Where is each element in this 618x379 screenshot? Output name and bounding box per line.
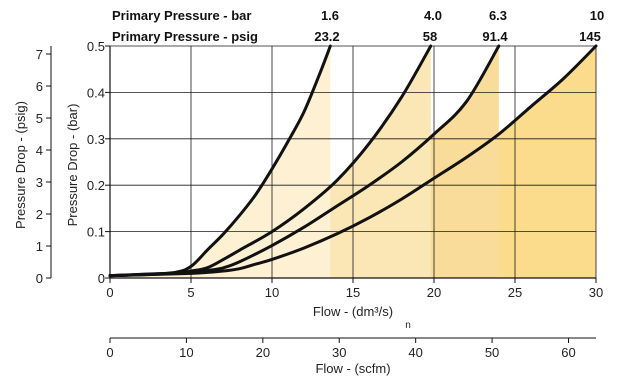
y-axis-psig-label: Pressure Drop - (psig) — [13, 101, 28, 229]
pressure-curves — [108, 44, 598, 278]
x-scfm-tick-label: 60 — [561, 345, 575, 360]
x-flow-tick-label: 5 — [187, 285, 194, 300]
curve-6-3-bar — [108, 44, 501, 278]
y-bar-tick-label: 0.4 — [87, 85, 105, 100]
x-flow-tick-label: 0 — [106, 285, 113, 300]
fill-area-1-6 — [110, 46, 331, 278]
header-primary-pressure-psig-label: Primary Pressure - psig — [112, 29, 258, 44]
x-axis-flow-subscript: n — [405, 320, 411, 331]
x-scfm-tick-label: 30 — [332, 345, 346, 360]
y-bar-tick-label: 0.2 — [87, 178, 105, 193]
header-primary-pressure-bar-label: Primary Pressure - bar — [112, 8, 251, 23]
x-axis-scfm-label: Flow - (scfm) — [315, 361, 390, 376]
header-psig-value: 145 — [579, 29, 601, 44]
y-bar-tick-label: 0.3 — [87, 132, 105, 147]
x-flow-tick-label: 20 — [427, 285, 441, 300]
y-psig-tick-label: 5 — [36, 111, 43, 126]
gridlines — [109, 45, 597, 279]
x-scfm-tick-label: 50 — [485, 345, 499, 360]
axes — [46, 45, 597, 343]
x-flow-tick-label: 10 — [265, 285, 279, 300]
x-scfm-tick-label: 0 — [106, 345, 113, 360]
y-axis-bar-label: Pressure Drop - (bar) — [65, 104, 80, 227]
y-bar-tick-label: 0.1 — [87, 225, 105, 240]
fill-areas — [110, 46, 596, 278]
y-psig-tick-label: 2 — [36, 207, 43, 222]
header-psig-value: 91.4 — [482, 29, 508, 44]
header-psig-value: 23.2 — [314, 29, 339, 44]
header-bar-value: 6.3 — [489, 8, 507, 23]
x-flow-tick-label: 25 — [508, 285, 522, 300]
curve-10-bar — [108, 44, 598, 278]
y-psig-tick-label: 0 — [36, 271, 43, 286]
x-scfm-tick-label: 40 — [408, 345, 422, 360]
header-values: 1.6 23.2 4.0 58 6.3 91.4 10 145 — [314, 8, 604, 44]
fill-area-4-0 — [110, 46, 431, 278]
x-flow-tick-label: 15 — [346, 285, 360, 300]
x-scfm-tick-label: 10 — [179, 345, 193, 360]
header-bar-value: 10 — [590, 8, 604, 23]
y-bar-tick-label: 0.5 — [87, 39, 105, 54]
x-axis-flow-label: Flow - (dm³/s) — [313, 304, 393, 319]
y-psig-tick-label: 7 — [36, 47, 43, 62]
header-bar-value: 1.6 — [321, 8, 339, 23]
tick-labels: 0 0.1 0.2 0.3 0.4 0.5 0 1 2 3 4 5 6 7 0 5 10 15 20 25 30 0 10 2… — [36, 39, 603, 360]
header-psig-value: 58 — [423, 29, 437, 44]
y-psig-tick-label: 1 — [36, 239, 43, 254]
x-scfm-tick-label: 20 — [256, 345, 270, 360]
y-psig-tick-label: 3 — [36, 175, 43, 190]
x-flow-tick-label: 30 — [589, 285, 603, 300]
header-bar-value: 4.0 — [424, 8, 442, 23]
y-psig-tick-label: 6 — [36, 79, 43, 94]
y-psig-tick-label: 4 — [36, 143, 43, 158]
y-bar-tick-label: 0 — [98, 271, 105, 286]
